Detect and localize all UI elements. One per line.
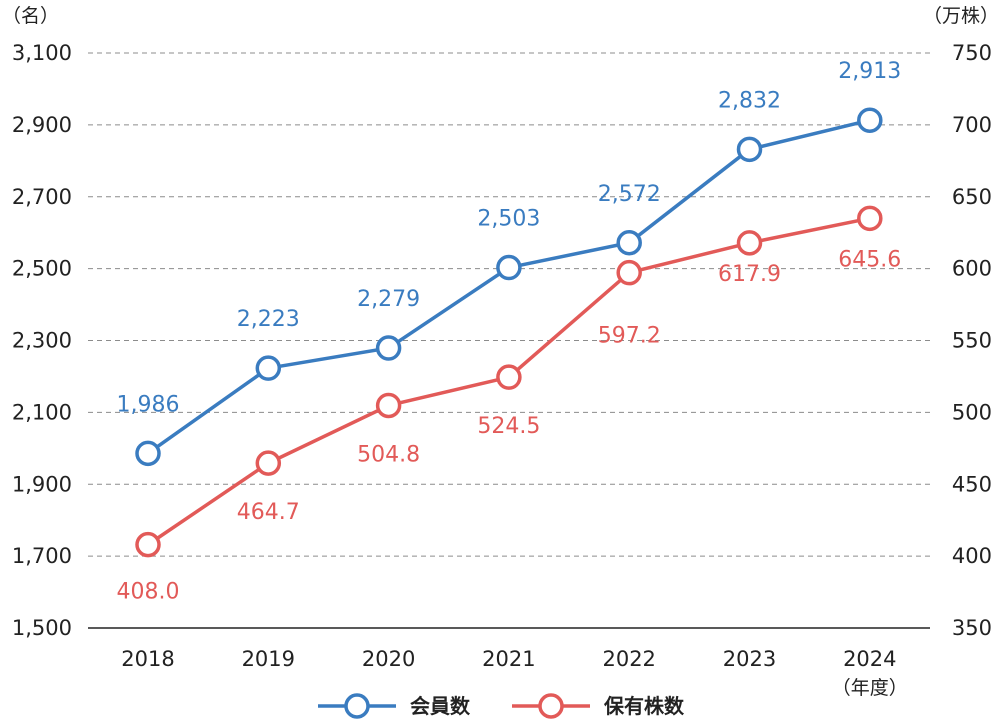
x-tick-label: 2022 xyxy=(602,647,655,671)
x-tick-label: 2018 xyxy=(121,647,174,671)
series xyxy=(135,107,883,558)
data-point xyxy=(255,355,282,381)
gridlines xyxy=(88,52,930,557)
data-label: 1,986 xyxy=(117,392,180,417)
y-left-tick-label: 3,100 xyxy=(12,41,72,65)
data-point xyxy=(496,254,522,281)
data-point xyxy=(616,230,642,256)
y-left-tick-label: 2,700 xyxy=(12,185,72,209)
y-right-tick-label: 450 xyxy=(952,472,992,496)
data-label: 2,223 xyxy=(237,307,300,332)
data-label: 2,279 xyxy=(357,287,420,312)
legend-marker xyxy=(344,693,370,719)
y-left-tick-label: 2,900 xyxy=(12,113,72,137)
data-label: 2,572 xyxy=(598,182,661,207)
y-right-tick-label: 750 xyxy=(952,41,992,65)
y-left-tick-label: 2,300 xyxy=(12,329,72,353)
data-label: 524.5 xyxy=(477,414,540,439)
data-point xyxy=(375,392,402,419)
y-left-tick-label: 1,900 xyxy=(12,472,72,496)
data-label: 408.0 xyxy=(117,580,180,605)
y-left-tick-label: 1,500 xyxy=(12,616,72,640)
data-point xyxy=(135,440,161,467)
data-label: 2,832 xyxy=(718,88,781,113)
axes: 1,500 1,700 1,900 2,100 2,300 2,500 2,700 2,900… xyxy=(2,5,999,699)
y-right-tick-label: 400 xyxy=(952,544,992,568)
y-right-tick-label: 500 xyxy=(952,400,992,424)
data-point xyxy=(736,230,763,256)
x-tick-label: 2019 xyxy=(242,647,295,671)
data-point xyxy=(857,107,883,133)
data-labels: 1,986 2,223 2,279 2,503 2,572 2,832 2,913 408.0… xyxy=(117,59,902,604)
y-left-tick-label: 2,100 xyxy=(12,400,72,424)
data-point xyxy=(736,136,763,163)
data-point xyxy=(255,450,282,476)
data-label: 464.7 xyxy=(237,500,300,525)
x-tick-label: 2023 xyxy=(723,647,776,671)
legend-label: 会員数 xyxy=(410,694,471,718)
legend-label: 保有株数 xyxy=(603,694,685,718)
y-right-unit-label: （万株） xyxy=(923,5,999,27)
data-label: 504.8 xyxy=(357,442,420,467)
data-point xyxy=(496,364,522,390)
legend: 会員数 保有株数 xyxy=(318,693,685,719)
y-left-unit-label: （名） xyxy=(2,5,59,27)
y-left-tick-label: 1,700 xyxy=(12,544,72,568)
data-point xyxy=(616,259,642,286)
y-right-tick-label: 350 xyxy=(952,616,992,640)
x-tick-label: 2020 xyxy=(362,647,415,671)
data-label: 2,913 xyxy=(838,59,901,84)
data-label: 2,503 xyxy=(477,207,540,232)
y-right-tick-label: 600 xyxy=(952,257,992,281)
y-right-tick-label: 550 xyxy=(952,329,992,353)
x-tick-label: 2021 xyxy=(482,647,535,671)
data-point xyxy=(375,335,402,361)
data-point xyxy=(857,205,883,232)
y-right-tick-label: 700 xyxy=(952,113,992,137)
data-label: 645.6 xyxy=(838,247,901,272)
y-right-tick-label: 650 xyxy=(952,185,992,209)
data-label: 597.2 xyxy=(598,324,661,349)
y-left-tick-label: 2,500 xyxy=(12,257,72,281)
data-point xyxy=(135,531,161,558)
x-unit-label: （年度） xyxy=(832,677,908,699)
legend-marker xyxy=(538,693,564,719)
data-label: 617.9 xyxy=(718,262,781,287)
x-tick-label: 2024 xyxy=(843,647,896,671)
